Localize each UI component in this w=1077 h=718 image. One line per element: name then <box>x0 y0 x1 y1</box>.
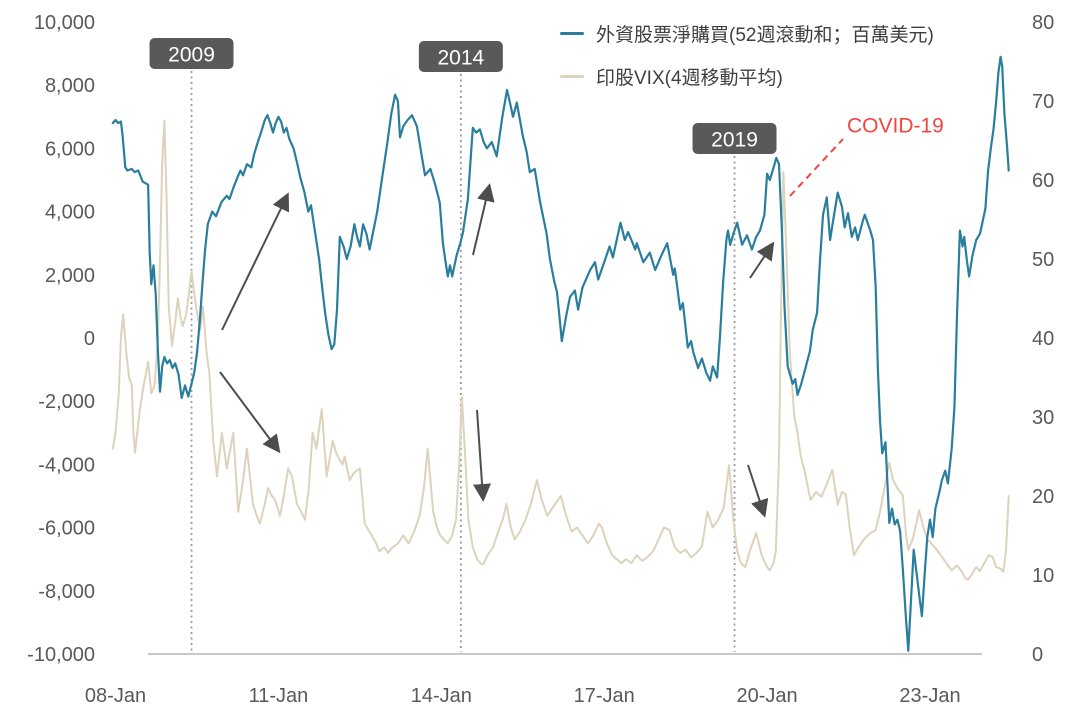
left-axis-tick: -8,000 <box>38 581 95 603</box>
x-axis-tick: 08-Jan <box>85 685 146 707</box>
event-year-badge <box>418 41 503 72</box>
x-axis-tick: 11-Jan <box>249 685 309 707</box>
covid-dashed-line <box>789 138 844 197</box>
left-axis-tick: -2,000 <box>38 391 95 413</box>
legend-label-fii: 外資股票淨購買(52週滾動和；百萬美元) <box>596 25 934 46</box>
trend-arrow <box>749 241 775 279</box>
event-year-badge <box>692 123 777 154</box>
legend-item-vix: 印股VIX(4週移動平均) <box>560 63 934 90</box>
left-axis-tick: -10,000 <box>27 644 95 666</box>
legend-item-fii: 外資股票淨購買(52週滾動和；百萬美元) <box>560 20 934 47</box>
right-axis-tick: 30 <box>1032 407 1054 429</box>
trend-arrow <box>219 371 281 454</box>
left-axis-tick: 6,000 <box>45 138 95 160</box>
left-axis-tick: 4,000 <box>45 202 95 224</box>
right-axis-tick: 0 <box>1032 644 1043 666</box>
vix-series-line <box>111 119 1010 581</box>
x-axis-tick: 14-Jan <box>411 685 472 707</box>
trend-arrow <box>747 464 769 518</box>
trend-arrow <box>473 409 492 502</box>
legend: 外資股票淨購買(52週滾動和；百萬美元) 印股VIX(4週移動平均) <box>560 20 934 90</box>
covid-label: COVID-19 <box>847 114 944 137</box>
right-axis-tick: 50 <box>1032 249 1054 271</box>
left-axis-tick: 8,000 <box>45 75 95 97</box>
trend-arrow <box>221 192 289 331</box>
fii-series-line <box>111 55 1010 652</box>
right-axis-tick: 70 <box>1032 91 1054 113</box>
right-axis-tick: 20 <box>1032 486 1054 508</box>
right-axis-tick: 60 <box>1032 170 1054 192</box>
right-axis-tick: 80 <box>1032 12 1054 34</box>
x-axis-tick: 17-Jan <box>574 685 635 707</box>
right-axis-tick: 40 <box>1032 328 1054 350</box>
right-axis-tick: 10 <box>1032 565 1054 587</box>
left-axis-tick: -4,000 <box>38 454 95 476</box>
event-year-label: 2019 <box>711 128 758 151</box>
event-year-label: 2009 <box>168 43 215 66</box>
left-axis-tick: 2,000 <box>45 265 95 287</box>
trend-arrow <box>472 183 495 256</box>
legend-label-vix: 印股VIX(4週移動平均) <box>596 68 783 89</box>
left-axis-tick: -6,000 <box>38 518 95 540</box>
left-axis-tick: 10,000 <box>34 12 95 34</box>
left-axis-tick: 0 <box>84 328 95 350</box>
event-year-label: 2014 <box>437 46 484 69</box>
x-axis-tick: 23-Jan <box>899 685 960 707</box>
vix-line-swatch <box>560 75 584 78</box>
fii-line-swatch <box>560 32 584 35</box>
x-axis-tick: 20-Jan <box>737 685 798 707</box>
event-year-badge <box>149 38 234 69</box>
